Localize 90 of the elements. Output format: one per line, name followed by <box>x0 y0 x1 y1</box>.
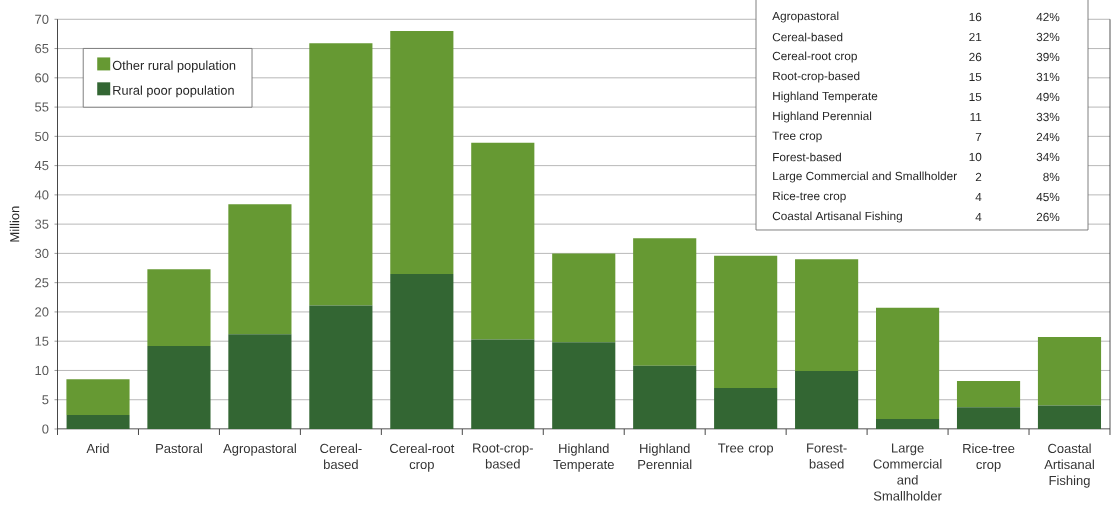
y-tick-label: 10 <box>35 365 49 376</box>
annotation: Rice-tree crop <box>773 191 846 203</box>
y-tick-label: 5 <box>42 395 49 405</box>
annotation: 33% <box>1036 112 1060 122</box>
annotation: Cereal-root crop <box>772 51 857 63</box>
annotation: 21 <box>969 32 982 42</box>
bar <box>714 388 778 429</box>
x-tick-label: Agropastoral <box>223 443 296 456</box>
annotation: Tree crop <box>772 131 822 143</box>
bar <box>795 259 859 372</box>
annotation: 49% <box>1036 92 1060 102</box>
annotation: 11 <box>970 112 982 122</box>
annotation: Large Commercial and Smallholder <box>773 171 957 183</box>
bar <box>66 414 130 429</box>
bar <box>876 419 940 429</box>
bar <box>876 307 940 420</box>
annotation: 16 <box>969 12 982 22</box>
bar <box>714 255 778 389</box>
annotation: 39% <box>1036 52 1060 62</box>
bar <box>309 305 373 429</box>
y-tick-label: 0 <box>42 424 49 434</box>
annotation: 8% <box>1043 172 1060 182</box>
y-tick-label: 45 <box>34 161 49 171</box>
annotation: 32% <box>1036 32 1060 42</box>
y-tick-label: 40 <box>34 190 49 200</box>
bar <box>633 365 697 429</box>
annotation: Root-crop-based <box>773 71 860 83</box>
annotation: 24% <box>1036 132 1060 142</box>
annotation: 10 <box>969 152 982 162</box>
y-tick-label: 50 <box>35 131 49 141</box>
y-tick-label: 55 <box>35 102 49 112</box>
annotation: 31% <box>1036 72 1060 82</box>
annotation: 4 <box>975 192 982 202</box>
annotation: Cereal-based <box>772 32 843 42</box>
y-tick-label: 25 <box>35 278 49 288</box>
annotation: 42% <box>1036 12 1060 22</box>
annotation: Coastal Artisanal Fishing <box>772 211 902 223</box>
x-tick-label: Tree crop <box>718 443 774 456</box>
bar <box>309 43 373 306</box>
y-tick-label: 35 <box>35 219 49 229</box>
annotation: Agropastoral <box>772 11 839 23</box>
legend-label: Rural poor population <box>113 85 234 98</box>
bar <box>956 380 1021 408</box>
bar <box>1037 405 1102 429</box>
annotation: 26 <box>969 52 982 62</box>
bar <box>228 334 292 429</box>
legend-label: Other rural population <box>112 60 236 73</box>
y-tick-label: 30 <box>35 248 49 258</box>
annotation: 26% <box>1036 212 1060 222</box>
annotation: 7 <box>975 132 982 142</box>
y-tick-label: 20 <box>35 307 49 317</box>
x-tick-label: Pastoral <box>156 443 202 454</box>
annotation: Forest-based <box>773 152 841 162</box>
bar <box>390 31 454 274</box>
bar <box>471 142 535 340</box>
bar <box>471 339 535 429</box>
x-tick-label: Forest-based <box>807 443 847 469</box>
x-tick-label: Cereal-root crop <box>389 443 455 472</box>
bar <box>552 342 616 429</box>
x-tick-label: Highland Perennial <box>638 443 692 470</box>
bar <box>228 204 292 335</box>
bar <box>147 345 211 429</box>
y-tick-label: 65 <box>35 43 49 54</box>
annotation: Highland Perennial <box>773 111 872 123</box>
bar <box>66 379 130 415</box>
annotation: 4 <box>975 212 982 222</box>
x-tick-label: Coastal Artisanal Fishing <box>1044 443 1094 488</box>
annotation: 34% <box>1036 152 1060 162</box>
bar <box>795 371 859 429</box>
y-tick-label: 15 <box>35 336 49 346</box>
x-tick-label: Highland Temperate <box>553 443 614 472</box>
y-axis-title: Million <box>9 206 20 242</box>
annotation: 2 <box>975 172 982 182</box>
x-tick-label: Cereal-based <box>320 443 362 470</box>
bar <box>147 269 211 346</box>
bar <box>390 273 454 429</box>
x-tick-label: Root-crop-based <box>473 443 533 469</box>
bar <box>552 253 616 343</box>
bar <box>1037 337 1102 406</box>
annotation: 15 <box>969 92 982 102</box>
x-tick-label: Large Commercial and Smallholder <box>873 443 942 501</box>
y-tick-label: 70 <box>35 14 49 24</box>
y-tick-label: 60 <box>35 73 49 83</box>
bar <box>633 238 697 366</box>
annotation: Highland Temperate <box>773 91 878 103</box>
x-tick-label: Rice-tree crop <box>963 443 1015 472</box>
annotation: 45% <box>1036 192 1060 202</box>
x-tick-label: Arid <box>86 443 109 454</box>
annotation: 15 <box>969 72 982 82</box>
bar <box>956 407 1021 429</box>
